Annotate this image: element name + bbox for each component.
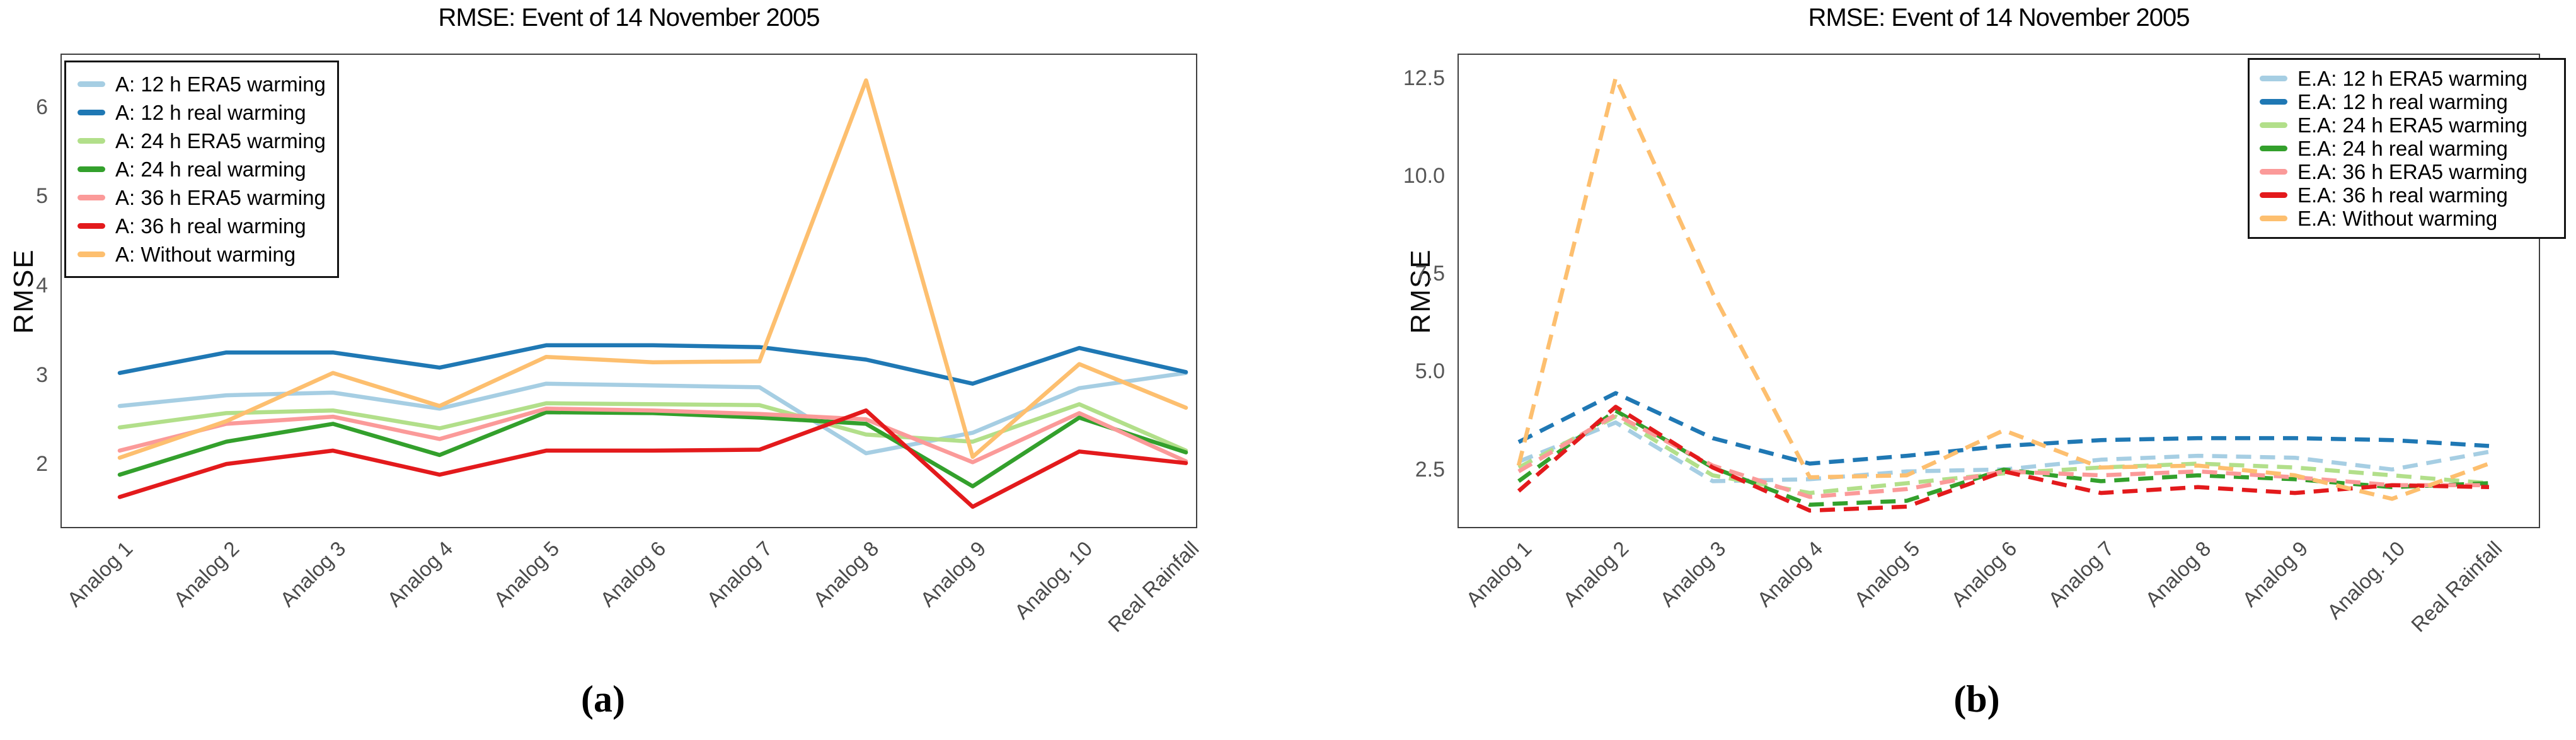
legend-item: E.A: 12 h ERA5 warming [2260,67,2554,90]
legend-swatch-icon [2260,216,2287,221]
legend-item: A: Without warming [78,240,326,269]
series-line-a-36-h-real-warming [117,408,1188,509]
series-line-e-a-36-h-real-warming [1517,405,2490,513]
legend-label: E.A: Without warming [2297,206,2498,230]
legend-swatch-icon [78,110,105,115]
chart-a-ytick-4: 4 [36,274,48,298]
legend-item: E.A: Without warming [2260,207,2554,230]
legend-swatch-icon [2260,122,2287,128]
chart-a-legend: A: 12 h ERA5 warming A: 12 h real warming… [64,61,339,278]
chart-b-ytick-7.5: 7.5 [1415,262,1445,286]
legend-label: A: 24 h ERA5 warming [115,129,326,153]
legend-item: A: 24 h real warming [78,155,326,183]
caption-b: (b) [1953,678,2000,720]
chart-a-ytick-3: 3 [36,362,48,387]
legend-swatch-icon [2260,76,2287,81]
legend-item: A: 36 h real warming [78,212,326,240]
chart-b-title: RMSE: Event of 14 November 2005 [1808,4,2190,32]
legend-swatch-icon [78,81,105,87]
legend-swatch-icon [78,251,105,257]
legend-label: E.A: 12 h real warming [2297,90,2508,113]
legend-swatch-icon [78,138,105,144]
legend-item: A: 12 h real warming [78,98,326,127]
chart-a-lines [117,78,1188,509]
series-line-e-a-24-h-era5-warming [1517,414,2490,495]
series-line-e-a-12-h-real-warming [1517,391,2490,466]
series-line-a-12-h-real-warming [117,343,1188,386]
chart-b-legend: E.A: 12 h ERA5 warming E.A: 12 h real war… [2248,58,2566,239]
chart-a-title: RMSE: Event of 14 November 2005 [438,4,820,32]
series-line-a-without-warming [117,78,1188,460]
legend-swatch-icon [2260,192,2287,198]
legend-label: A: 12 h real warming [115,100,306,124]
chart-b-ytick-5.0: 5.0 [1415,359,1445,384]
series-line-a-24-h-real-warming [117,410,1188,489]
legend-swatch-icon [78,166,105,172]
legend-item: E.A: 24 h real warming [2260,137,2554,160]
legend-item: E.A: 24 h ERA5 warming [2260,113,2554,137]
legend-swatch-icon [2260,99,2287,105]
chart-a-ytick-5: 5 [36,184,48,209]
legend-label: E.A: 36 h real warming [2297,183,2508,207]
series-line-e-a-without-warming [1516,76,2490,501]
legend-swatch-icon [2260,169,2287,175]
chart-a-ytick-2: 2 [36,452,48,477]
legend-label: A: 36 h real warming [115,214,306,238]
chart-b-ytick-10.0: 10.0 [1403,163,1445,188]
chart-b-lines [1516,76,2490,513]
legend-label: A: 12 h ERA5 warming [115,72,326,96]
legend-swatch-icon [2260,146,2287,151]
legend-swatch-icon [78,195,105,200]
series-line-a-36-h-era5-warming [117,407,1188,465]
legend-label: A: 24 h real warming [115,157,306,181]
legend-label: E.A: 24 h real warming [2297,136,2508,160]
legend-label: A: Without warming [115,242,296,266]
series-line-a-24-h-era5-warming [117,401,1188,453]
series-line-e-a-36-h-era5-warming [1517,412,2489,499]
caption-a: (a) [581,678,625,720]
chart-b-ytick-12.5: 12.5 [1403,66,1445,90]
legend-item: A: 36 h ERA5 warming [78,183,326,212]
legend-item: E.A: 12 h real warming [2260,90,2554,113]
chart-b-ytick-2.5: 2.5 [1415,457,1445,482]
legend-label: E.A: 12 h ERA5 warming [2297,66,2527,90]
chart-a-ytick-6: 6 [36,95,48,119]
legend-item: A: 12 h ERA5 warming [78,70,326,98]
legend-label: E.A: 36 h ERA5 warming [2297,159,2527,183]
legend-swatch-icon [78,223,105,229]
legend-item: E.A: 36 h ERA5 warming [2260,160,2554,183]
series-line-a-12-h-era5-warming [117,371,1188,456]
legend-label: E.A: 24 h ERA5 warming [2297,113,2527,137]
legend-item: A: 24 h ERA5 warming [78,127,326,155]
legend-label: A: 36 h ERA5 warming [115,185,326,209]
legend-item: E.A: 36 h real warming [2260,183,2554,207]
